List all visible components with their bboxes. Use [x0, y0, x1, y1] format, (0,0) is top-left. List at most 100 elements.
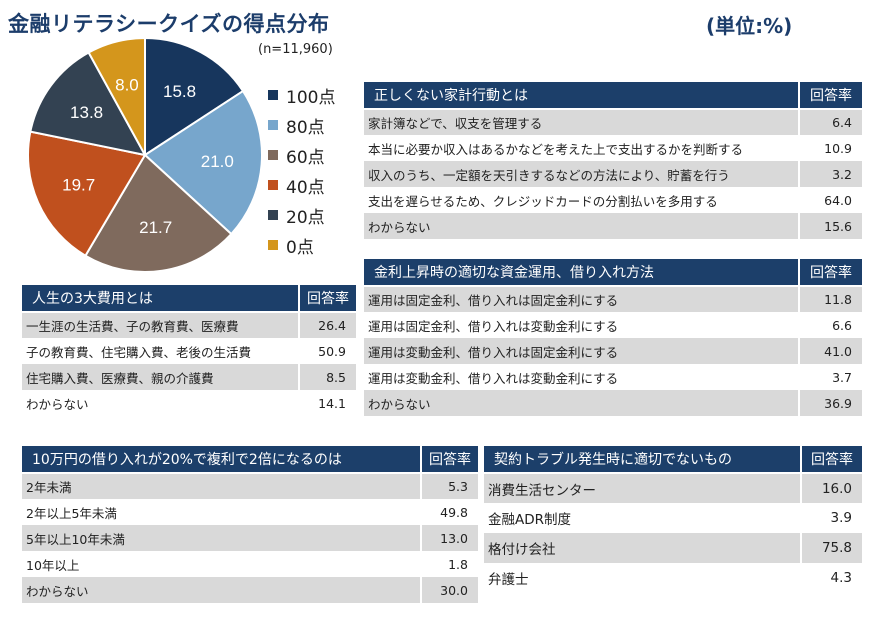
- answer-label: 5年以上10年未満: [20, 525, 422, 551]
- answer-rate: 50.9: [298, 338, 358, 364]
- table-row: 5年以上10年未満 13.0: [20, 525, 480, 551]
- table-header-row: 契約トラブル発生時に適切でないもの 回答率: [482, 444, 864, 474]
- pie-slice: [143, 89, 263, 236]
- table-row: 運用は変動金利、借り入れは変動金利にする 3.7: [362, 364, 864, 390]
- answer-label: 家計簿などで、収支を管理する: [362, 109, 800, 135]
- pie-slice-value-label: 19.7: [62, 175, 95, 194]
- answer-label: わからない: [20, 390, 300, 416]
- pie-slice-value-label: 13.8: [70, 103, 103, 122]
- pie-slice: [87, 36, 146, 156]
- table-header-row: 金利上昇時の適切な資金運用、借り入れ方法 回答率: [362, 257, 864, 287]
- household-behavior-table: 正しくない家計行動とは 回答率 家計簿などで、収支を管理する 6.4 本当に必要か収入は…: [362, 80, 864, 239]
- compound-interest-table: 10万円の借り入れが20%で複利で2倍になるのは 回答率 2年未満 5.3 2年以上5年…: [20, 444, 480, 603]
- answer-label: わからない: [362, 390, 800, 416]
- answer-rate: 15.6: [798, 213, 864, 239]
- answer-label: 金融ADR制度: [482, 503, 802, 533]
- answer-label: 10年以上: [20, 551, 422, 577]
- table-row: 運用は固定金利、借り入れは変動金利にする 6.6: [362, 312, 864, 338]
- answer-label: 運用は変動金利、借り入れは変動金利にする: [362, 364, 800, 390]
- legend-item: 80点: [268, 110, 335, 140]
- legend-swatch: [268, 240, 278, 250]
- answer-rate: 6.6: [798, 312, 864, 338]
- answer-label: 運用は固定金利、借り入れは変動金利にする: [362, 312, 800, 338]
- answer-rate: 41.0: [798, 338, 864, 364]
- legend-label: 20点: [286, 207, 325, 228]
- answer-rate: 26.4: [298, 312, 358, 338]
- answer-rate: 4.3: [800, 563, 864, 593]
- table-row: 本当に必要か収入はあるかなどを考えた上で支出するかを判断する 10.9: [362, 135, 864, 161]
- table-row: 家計簿などで、収支を管理する 6.4: [362, 109, 864, 135]
- table-row: 弁護士 4.3: [482, 563, 864, 593]
- answer-rate: 30.0: [420, 577, 480, 603]
- table-title: 正しくない家計行動とは: [362, 80, 800, 110]
- life-costs-table: 人生の3大費用とは 回答率 一生涯の生活費、子の教育費、医療費 26.4 子の教育費、住…: [20, 283, 358, 416]
- pie-slice-value-label: 21.0: [201, 152, 234, 171]
- page-title: 金融リテラシークイズの得点分布: [8, 12, 330, 36]
- answer-label: 支出を遅らせるため、クレジッドカードの分割払いを多用する: [362, 187, 800, 213]
- table-row: 子の教育費、住宅購入費、老後の生活費 50.9: [20, 338, 358, 364]
- legend-swatch: [268, 150, 278, 160]
- answer-rate: 11.8: [798, 286, 864, 312]
- answer-rate: 3.2: [798, 161, 864, 187]
- legend-label: 60点: [286, 147, 325, 168]
- answer-label: 一生涯の生活費、子の教育費、医療費: [20, 312, 300, 338]
- answer-label: わからない: [362, 213, 800, 239]
- legend-item: 60点: [268, 140, 335, 170]
- pie-slice-value-label: 8.0: [115, 76, 139, 95]
- answer-label: わからない: [20, 577, 422, 603]
- answer-rate: 6.4: [798, 109, 864, 135]
- answer-rate: 75.8: [800, 533, 864, 563]
- table-row: 運用は固定金利、借り入れは固定金利にする 11.8: [362, 286, 864, 312]
- answer-label: 住宅購入費、医療費、親の介護費: [20, 364, 300, 390]
- legend-label: 40点: [286, 177, 325, 198]
- legend-label: 80点: [286, 117, 325, 138]
- table-row: 10年以上 1.8: [20, 551, 480, 577]
- table-header-row: 人生の3大費用とは 回答率: [20, 283, 358, 313]
- legend-item: 40点: [268, 170, 335, 200]
- answer-rate: 10.9: [798, 135, 864, 161]
- rate-column-header: 回答率: [798, 257, 864, 287]
- table-header-row: 正しくない家計行動とは 回答率: [362, 80, 864, 110]
- legend-item: 0点: [268, 230, 335, 260]
- table-row: 支出を遅らせるため、クレジッドカードの分割払いを多用する 64.0: [362, 187, 864, 213]
- table-row: 収入のうち、一定額を天引きするなどの方法により、貯蓄を行う 3.2: [362, 161, 864, 187]
- answer-rate: 64.0: [798, 187, 864, 213]
- answer-label: 収入のうち、一定額を天引きするなどの方法により、貯蓄を行う: [362, 161, 800, 187]
- pie-slice-value-label: 15.8: [163, 82, 196, 101]
- table-row: わからない 14.1: [20, 390, 358, 416]
- score-pie-chart: 15.8 21.0 21.7 19.7 13.8 8.0: [27, 36, 263, 273]
- table-row: 一生涯の生活費、子の教育費、医療費 26.4: [20, 312, 358, 338]
- answer-label: 本当に必要か収入はあるかなどを考えた上で支出するかを判断する: [362, 135, 800, 161]
- answer-label: 2年未満: [20, 473, 422, 499]
- legend-label: 0点: [286, 237, 314, 258]
- legend-label: 100点: [286, 87, 336, 108]
- table-row: 運用は変動金利、借り入れは固定金利にする 41.0: [362, 338, 864, 364]
- answer-label: 消費生活センター: [482, 473, 802, 503]
- rate-column-header: 回答率: [800, 444, 864, 474]
- pie-slice: [27, 130, 147, 258]
- rate-column-header: 回答率: [798, 80, 864, 110]
- pie-slice: [84, 153, 233, 273]
- legend-swatch: [268, 90, 278, 100]
- table-header-row: 10万円の借り入れが20%で複利で2倍になるのは 回答率: [20, 444, 480, 474]
- answer-rate: 13.0: [420, 525, 480, 551]
- answer-label: 運用は変動金利、借り入れは固定金利にする: [362, 338, 800, 364]
- answer-label: 格付け会社: [482, 533, 802, 563]
- table-row: わからない 36.9: [362, 390, 864, 416]
- rate-column-header: 回答率: [298, 283, 358, 313]
- answer-rate: 1.8: [420, 551, 480, 577]
- table-row: 格付け会社 75.8: [482, 533, 864, 563]
- answer-label: 2年以上5年未満: [20, 499, 422, 525]
- answer-rate: 36.9: [798, 390, 864, 416]
- table-row: 2年以上5年未満 49.8: [20, 499, 480, 525]
- legend-swatch: [268, 180, 278, 190]
- answer-rate: 3.9: [800, 503, 864, 533]
- table-row: わからない 30.0: [20, 577, 480, 603]
- answer-rate: 14.1: [298, 390, 358, 416]
- legend-item: 100点: [268, 80, 335, 110]
- answer-rate: 49.8: [420, 499, 480, 525]
- table-row: 住宅購入費、医療費、親の介護費 8.5: [20, 364, 358, 390]
- legend-item: 20点: [268, 200, 335, 230]
- table-title: 人生の3大費用とは: [20, 283, 300, 313]
- unit-label: (単位:%): [706, 14, 793, 38]
